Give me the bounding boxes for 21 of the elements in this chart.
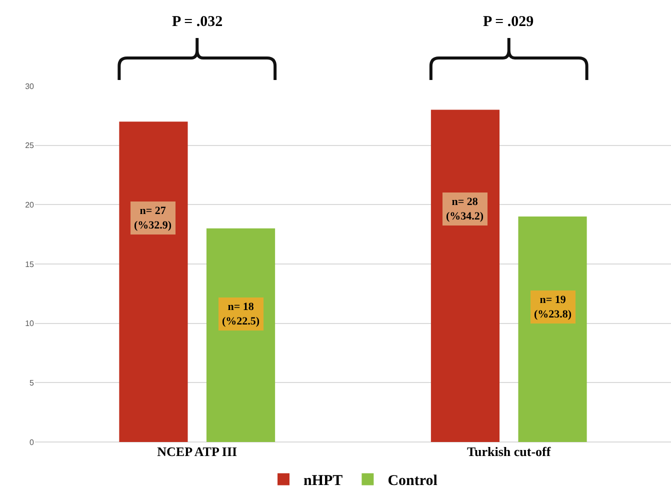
bar xyxy=(119,122,188,442)
data-label: n= 18 (%22.5) xyxy=(222,301,260,328)
x-tick-label: NCEP ATP III xyxy=(157,444,238,459)
y-tick-label: 25 xyxy=(25,141,35,150)
y-tick-label: 5 xyxy=(30,378,35,388)
bar xyxy=(430,110,500,442)
bar xyxy=(206,228,276,442)
y-tick-label: 0 xyxy=(30,438,35,447)
bar xyxy=(518,216,587,442)
legend-label: Control xyxy=(388,473,438,490)
y-tick-label: 30 xyxy=(25,82,35,91)
y-tick-label: 20 xyxy=(25,200,35,210)
data-label: n= 19 (%23.8) xyxy=(534,294,572,320)
legend-label: nHPT xyxy=(304,473,343,490)
y-tick-label: 15 xyxy=(25,260,35,269)
x-tick-label: Turkish cut-off xyxy=(467,444,552,459)
data-label: n= 27 (%32.9) xyxy=(134,205,172,232)
y-tick-label: 10 xyxy=(25,319,35,328)
text: P = .032 xyxy=(172,14,223,30)
text: P = .029 xyxy=(483,14,534,30)
data-label: n= 28 (%34.2) xyxy=(446,196,484,222)
